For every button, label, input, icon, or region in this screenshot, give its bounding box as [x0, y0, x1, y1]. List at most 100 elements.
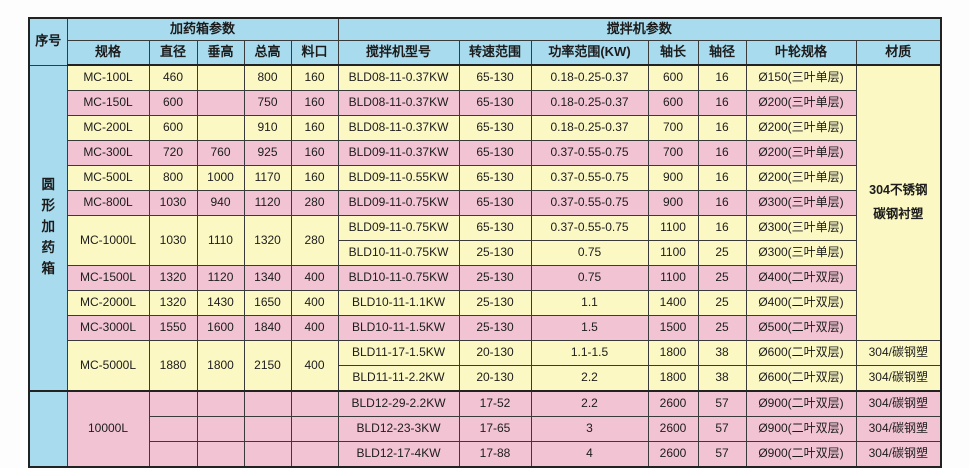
cell-total-height: 1170 — [243, 165, 292, 191]
cell-shaft-diameter: 16 — [697, 90, 747, 116]
cell-mixer-model: BLD11-17-1.5KW — [337, 340, 460, 366]
header-shaft-length: 轴长 — [647, 40, 699, 66]
cell-shaft-length: 1500 — [647, 315, 699, 341]
cell-material: 304/碳钢塑 — [855, 416, 942, 442]
cell-diameter: 460 — [148, 64, 198, 91]
cell-total-height: 800 — [243, 64, 292, 91]
cell-spec: MC-200L — [66, 115, 150, 141]
cell-mixer-model: BLD09-11-0.55KW — [337, 165, 460, 191]
cell-speed-range: 25-130 — [458, 240, 532, 266]
cell-inlet: 400 — [290, 340, 339, 392]
cell-diameter: 800 — [148, 165, 198, 191]
cell-total-height: 1120 — [243, 190, 292, 216]
cell-impeller-spec: Ø150(三叶单层) — [745, 64, 857, 91]
cell-shaft-diameter: 16 — [697, 140, 747, 166]
cell-inlet: 160 — [290, 90, 339, 116]
cell-speed-range: 65-130 — [458, 190, 532, 216]
cell-inlet: 400 — [290, 315, 339, 341]
cell-diameter: 1320 — [148, 265, 198, 291]
cell-shaft-length: 1100 — [647, 265, 699, 291]
cell-power-range: 0.75 — [530, 265, 649, 291]
cell-total-height — [243, 390, 292, 417]
cell-speed-range: 20-130 — [458, 365, 532, 392]
cell-shaft-length: 700 — [647, 140, 699, 166]
cell-shaft-length: 2600 — [647, 390, 699, 417]
cell-impeller-spec: Ø200(三叶单层) — [745, 115, 857, 141]
header-power-range: 功率范围(KW) — [530, 40, 649, 66]
cell-shaft-length: 600 — [647, 64, 699, 91]
header-spec: 规格 — [66, 40, 150, 66]
cell-material: 304/碳钢塑 — [855, 390, 942, 417]
section-label-round-dosing-tank: 圆形加药箱 — [28, 64, 68, 392]
cell-mixer-model: BLD10-11-1.1KW — [337, 290, 460, 316]
cell-impeller-spec: Ø900(二叶双层) — [745, 390, 857, 417]
cell-power-range: 1.1 — [530, 290, 649, 316]
cell-mixer-model: BLD09-11-0.75KW — [337, 215, 460, 241]
cell-material-main: 304不锈钢 碳钢衬塑 — [855, 64, 942, 341]
cell-shaft-length: 2600 — [647, 416, 699, 442]
cell-mixer-model: BLD12-29-2.2KW — [337, 390, 460, 417]
cell-power-range: 0.18-0.25-0.37 — [530, 90, 649, 116]
cell-spec: MC-800L — [66, 190, 150, 216]
cell-diameter — [148, 390, 198, 417]
cell-vertical-height: 760 — [196, 140, 245, 166]
cell-total-height: 1650 — [243, 290, 292, 316]
cell-total-height: 1340 — [243, 265, 292, 291]
cell-diameter — [148, 416, 198, 442]
cell-shaft-diameter: 38 — [697, 365, 747, 392]
cell-diameter: 1030 — [148, 190, 198, 216]
dosing-tank-mixer-table: 序号 加药箱参数 搅拌机参数 规格 直径 垂高 总高 料口 搅拌机型号 转速范围… — [28, 17, 943, 468]
cell-shaft-diameter: 57 — [697, 390, 747, 417]
cell-impeller-spec: Ø600(二叶双层) — [745, 340, 857, 366]
cell-shaft-length: 1800 — [647, 340, 699, 366]
cell-inlet: 280 — [290, 190, 339, 216]
cell-diameter — [148, 441, 198, 468]
cell-vertical-height — [196, 90, 245, 116]
cell-speed-range: 65-130 — [458, 64, 532, 91]
cell-total-height: 1840 — [243, 315, 292, 341]
cell-speed-range: 17-65 — [458, 416, 532, 442]
cell-mixer-model: BLD12-23-3KW — [337, 416, 460, 442]
header-diameter: 直径 — [148, 40, 198, 66]
cell-speed-range: 25-130 — [458, 265, 532, 291]
cell-shaft-diameter: 38 — [697, 340, 747, 366]
cell-vertical-height: 1120 — [196, 265, 245, 291]
cell-shaft-length: 600 — [647, 90, 699, 116]
cell-mixer-model: BLD11-11-2.2KW — [337, 365, 460, 392]
cell-spec: MC-150L — [66, 90, 150, 116]
cell-shaft-diameter: 25 — [697, 265, 747, 291]
cell-spec: MC-300L — [66, 140, 150, 166]
cell-diameter: 1320 — [148, 290, 198, 316]
cell-shaft-diameter: 57 — [697, 416, 747, 442]
cell-vertical-height — [196, 64, 245, 91]
cell-power-range: 2.2 — [530, 365, 649, 392]
cell-inlet: 400 — [290, 265, 339, 291]
cell-power-range: 1.5 — [530, 315, 649, 341]
cell-diameter: 600 — [148, 90, 198, 116]
cell-inlet: 160 — [290, 64, 339, 91]
cell-shaft-length: 1400 — [647, 290, 699, 316]
cell-impeller-spec: Ø200(三叶单层) — [745, 90, 857, 116]
cell-impeller-spec: Ø600(二叶双层) — [745, 365, 857, 392]
header-material: 材质 — [855, 40, 942, 66]
cell-inlet — [290, 390, 339, 417]
cell-impeller-spec: Ø200(三叶单层) — [745, 165, 857, 191]
cell-shaft-diameter: 25 — [697, 240, 747, 266]
cell-spec: MC-500L — [66, 165, 150, 191]
cell-power-range: 1.1-1.5 — [530, 340, 649, 366]
cell-material: 304/碳钢塑 — [855, 340, 942, 366]
cell-spec: MC-100L — [66, 64, 150, 91]
cell-power-range: 0.18-0.25-0.37 — [530, 115, 649, 141]
header-group-tank-params: 加药箱参数 — [66, 17, 339, 41]
cell-power-range: 0.75 — [530, 240, 649, 266]
cell-spec: MC-5000L — [66, 340, 150, 392]
cell-power-range: 0.37-0.55-0.75 — [530, 165, 649, 191]
cell-shaft-diameter: 16 — [697, 64, 747, 91]
cell-speed-range: 17-52 — [458, 390, 532, 417]
cell-speed-range: 20-130 — [458, 340, 532, 366]
header-total-height: 总高 — [243, 40, 292, 66]
cell-speed-range: 65-130 — [458, 215, 532, 241]
cell-mixer-model: BLD10-11-0.75KW — [337, 265, 460, 291]
cell-impeller-spec: Ø400(二叶双层) — [745, 290, 857, 316]
cell-power-range: 4 — [530, 441, 649, 468]
